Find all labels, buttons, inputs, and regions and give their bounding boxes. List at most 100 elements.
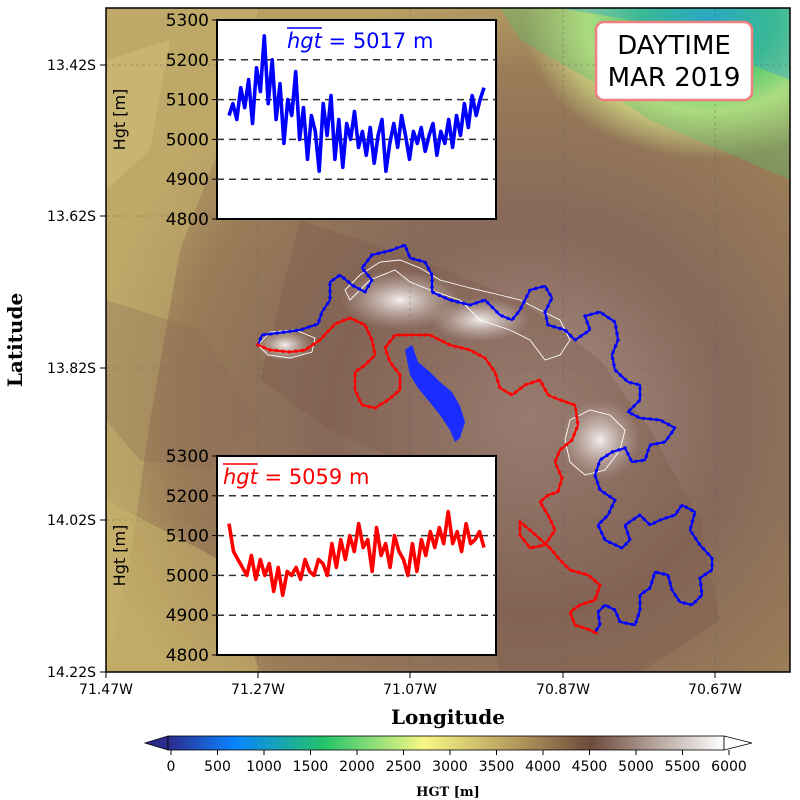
latitude-tick-label: 13.82S [47, 361, 96, 377]
boundary-vertex [336, 274, 341, 278]
colorbar-tick-label: 6000 [711, 759, 747, 775]
boundary-vertex [596, 462, 601, 466]
boundary-vertex [429, 272, 434, 276]
lake [405, 345, 465, 442]
boundary-vertex [407, 253, 411, 257]
boundary-vertex [426, 266, 431, 271]
boundary-vertex [366, 284, 371, 288]
boundary-vertex [598, 622, 602, 626]
boundary-vertex [326, 329, 330, 334]
boundary-vertex [423, 261, 428, 265]
inset-chart-north: 5300 5200 5100 5000 4900 4800 Hgt [m] hgt = 501… [110, 11, 497, 230]
boundary-vertex [545, 494, 549, 498]
colorbar-tick-label: 4500 [572, 759, 608, 775]
boundary-vertex [389, 395, 394, 399]
boundary-vertex [565, 565, 569, 569]
boundary-vertex [650, 580, 654, 584]
colorbar-tick-label: 2000 [339, 759, 375, 775]
boundary-vertex [300, 348, 304, 353]
boundary-vertex [666, 422, 671, 427]
boundary-vertex [677, 598, 681, 602]
boundary-vertex [372, 350, 377, 354]
boundary-vertex [353, 373, 357, 377]
boundary-vertex [690, 519, 695, 523]
boundary-vertex [274, 348, 279, 353]
boundary-vertex [588, 575, 592, 579]
boundary-vertex [692, 513, 696, 517]
inset-series-line [227, 509, 486, 598]
boundary-vertex [601, 605, 605, 609]
boundary-vertex [661, 440, 666, 444]
colorbar-max-extension [723, 735, 753, 751]
boundary-vertex [547, 393, 551, 397]
boundary-vertex [638, 607, 642, 611]
boundary-vertex [537, 544, 542, 548]
boundary-vertex [540, 285, 544, 289]
longitude-tick-label: 71.07W [383, 682, 437, 698]
boundary-vertex [553, 396, 557, 400]
boundary-vertex [607, 540, 612, 544]
boundary-vertex [597, 525, 601, 529]
boundary-vertex [356, 368, 360, 372]
boundary-vertex [511, 316, 516, 320]
boundary-vertex [522, 538, 526, 542]
boundary-vertex [404, 247, 409, 251]
boundary-vertex [453, 344, 458, 349]
colorbar-tick-label: 1500 [293, 759, 329, 775]
boundary-vertex [435, 337, 440, 341]
boundary-vertex [545, 287, 549, 291]
boundary-vertex [629, 381, 633, 385]
boundary-vertex [642, 416, 646, 421]
boundary-vertex [684, 505, 688, 509]
south-boundary-line [256, 316, 602, 635]
boundary-vertex [708, 569, 713, 573]
colorbar-tick-label: 5500 [665, 759, 701, 775]
boundary-vertex [630, 622, 634, 627]
boundary-vertex [462, 301, 466, 306]
boundary-vertex [574, 414, 579, 418]
boundary-vertex [335, 321, 340, 325]
boundary-vertex [694, 536, 698, 541]
boundary-vertex [317, 319, 321, 323]
boundary-vertex [411, 257, 415, 261]
boundary-vertex [630, 412, 634, 416]
boundary-vertex [602, 537, 607, 541]
boundary-vertex [571, 402, 575, 407]
boundary-vertex [652, 574, 656, 578]
boundary-vertex [549, 298, 553, 303]
boundary-vertex [526, 543, 530, 547]
boundary-vertex [262, 345, 266, 350]
boundary-vertex [564, 329, 568, 333]
boundary-vertex [394, 368, 398, 372]
boundary-vertex [361, 364, 365, 368]
colorbar-tick-label: 5000 [618, 759, 654, 775]
boundary-vertex [616, 338, 620, 342]
boundary-vertex [348, 316, 352, 320]
boundary-vertex [584, 330, 588, 335]
boundary-vertex [341, 318, 346, 323]
boundary-vertex [638, 393, 642, 397]
inset-tick-label: 4800 [166, 210, 209, 230]
boundary-vertex [357, 398, 362, 402]
boundary-vertex [592, 630, 596, 634]
boundary-vertex [568, 333, 573, 338]
boundary-vertex [582, 572, 587, 576]
boundary-vertex [331, 278, 335, 282]
boundary-vertex [367, 405, 371, 409]
boundary-vertex [449, 298, 454, 302]
boundary-vertex [474, 301, 479, 305]
boundary-vertex [574, 623, 578, 627]
boundary-vertex [589, 599, 593, 603]
boundary-vertex [572, 432, 576, 437]
boundary-vertex [595, 627, 599, 632]
boundary-vertex [557, 470, 562, 474]
boundary-vertex [612, 363, 616, 367]
boundary-vertex [618, 373, 623, 377]
boundary-vertex [661, 572, 666, 576]
boundary-vertex [560, 476, 564, 480]
inset-chart-south: 5300 5200 5100 5000 4900 4800 Hgt [m] hgt = 505… [110, 447, 497, 666]
boundary-vertex [256, 343, 260, 347]
boundary-vertex [328, 289, 332, 293]
boundary-vertex [390, 362, 394, 367]
boundary-vertex [518, 520, 522, 524]
